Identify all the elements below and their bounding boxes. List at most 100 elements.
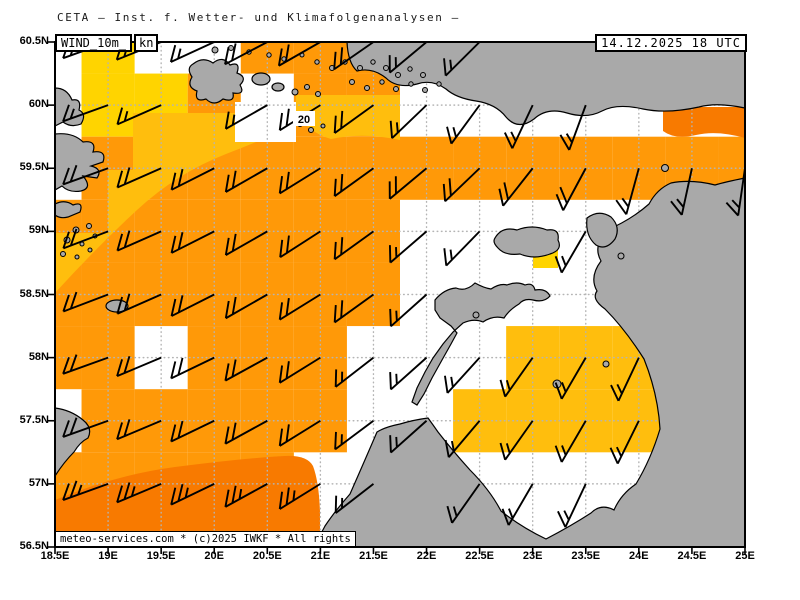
wind-barb — [388, 167, 428, 200]
small-island — [315, 91, 321, 97]
map-frame — [54, 41, 746, 548]
wind-barb — [446, 483, 481, 524]
lon-tick-label: 24E — [629, 550, 649, 562]
lon-tick-label: 23E — [522, 550, 543, 562]
small-island — [420, 72, 426, 78]
wind-barb — [277, 42, 321, 67]
wind-barb — [278, 293, 321, 321]
lon-tick-label: 24.5E — [677, 550, 707, 562]
wind-barb — [278, 167, 321, 195]
isotach-dark-region-sw — [55, 455, 320, 547]
wind-barb — [499, 357, 534, 398]
small-island — [407, 66, 413, 72]
small-island — [602, 360, 610, 368]
wind-barb — [334, 356, 375, 388]
wind-barb — [443, 230, 481, 267]
wind-barb — [170, 230, 215, 254]
wind-barbs — [55, 42, 745, 547]
lat-tick-label: 57.5N — [19, 413, 49, 426]
wind-barb — [334, 483, 375, 514]
watermark: meteo-services.com * (c)2025 IWKF * All … — [55, 531, 356, 547]
wind-barb — [169, 42, 215, 63]
saaremaa-island — [411, 282, 551, 406]
product-label: WIND_10m_ — [55, 34, 133, 52]
wind-barb — [609, 420, 640, 465]
wind-barb — [559, 104, 587, 151]
lat-tick-label: 59N — [28, 224, 49, 237]
lon-tick-label: 18.5E — [40, 550, 70, 562]
wind-barb — [333, 167, 375, 197]
wind-barb — [62, 104, 109, 123]
wind-barb — [224, 167, 268, 193]
wind-barb — [334, 419, 375, 451]
lon-tick-label: 21E — [310, 550, 331, 562]
small-island — [395, 72, 401, 78]
small-island — [74, 254, 80, 260]
lat-tick-label: 56.5N — [19, 540, 49, 552]
wind-barb — [554, 230, 587, 274]
small-island — [357, 65, 363, 71]
isotach-label: 20 — [293, 111, 315, 126]
datetime-header: 14.12.2025 18 UTC — [595, 34, 747, 52]
wind-barb — [116, 167, 162, 189]
lon-tick-label: 19.5E — [146, 550, 176, 562]
wind-barb — [446, 104, 481, 145]
lon-tick-label: 22E — [416, 550, 437, 562]
wind-barb — [557, 483, 587, 528]
wind-barb — [499, 420, 534, 461]
small-island — [408, 81, 414, 87]
wind-barb — [333, 293, 375, 324]
wind-barb — [389, 293, 428, 328]
small-island — [617, 252, 625, 260]
wind-barb — [389, 356, 428, 391]
small-island — [60, 251, 66, 257]
sweden-coast — [55, 133, 105, 193]
wind-barb — [116, 230, 162, 252]
wind-barb — [555, 167, 587, 211]
wind-barb — [62, 291, 109, 313]
isotach-label-text: 20 — [298, 114, 310, 126]
wind-barb — [224, 356, 268, 382]
product-header: WIND_10m_ kn — [55, 34, 159, 52]
lon-tick-label: 22.5E — [465, 550, 494, 562]
wind-barb — [278, 419, 321, 447]
small-island — [308, 127, 314, 133]
small-island — [320, 123, 326, 129]
wind-barb — [116, 482, 162, 504]
wind-barb — [224, 104, 268, 130]
sweden-coast — [55, 201, 82, 219]
lat-tick-label: 58N — [28, 350, 49, 363]
small-island — [349, 79, 355, 85]
small-island — [266, 52, 272, 58]
small-island — [379, 79, 385, 85]
wind-barb — [670, 168, 693, 216]
small-island — [370, 59, 376, 65]
aland-islands — [271, 82, 285, 92]
land-masses — [55, 42, 745, 547]
lat-tick-label: 59.5N — [19, 161, 49, 174]
wind-barb — [62, 417, 109, 438]
wind-barb — [224, 483, 268, 508]
wind-barb — [170, 419, 215, 443]
small-island — [661, 164, 669, 172]
isotach-amber-patch-ne — [296, 95, 400, 140]
wind-barb — [388, 230, 428, 264]
wind-barb — [62, 164, 109, 186]
lon-tick-label: 25E — [735, 550, 755, 562]
small-island — [383, 65, 389, 71]
wind-barb — [116, 356, 162, 378]
lat-tick-label: 58.5N — [19, 287, 49, 300]
wind-barb — [62, 354, 109, 375]
lat-tick-label: 60.5N — [19, 35, 49, 47]
wind-barb — [610, 357, 640, 402]
wind-barb — [170, 483, 215, 506]
wind-barb — [443, 42, 481, 77]
finland-coast — [346, 42, 745, 126]
lat-tick-label: 60N — [28, 98, 49, 111]
wind-barb — [170, 167, 215, 191]
wind-barb — [224, 293, 268, 320]
unit-label: kn — [134, 34, 159, 52]
wind-barb — [170, 356, 215, 380]
